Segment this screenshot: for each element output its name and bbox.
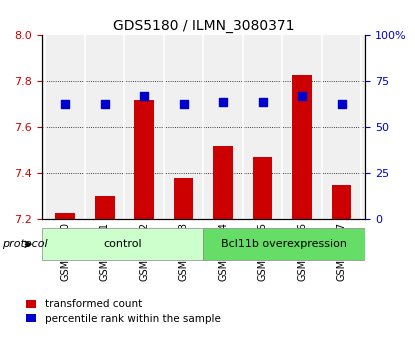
Text: protocol: protocol	[2, 239, 48, 249]
Bar	[292, 75, 312, 219]
Title: GDS5180 / ILMN_3080371: GDS5180 / ILMN_3080371	[112, 19, 294, 33]
Bar	[134, 100, 154, 219]
Text: Bcl11b overexpression: Bcl11b overexpression	[221, 239, 347, 249]
FancyBboxPatch shape	[203, 228, 365, 260]
Point	[220, 99, 227, 104]
FancyBboxPatch shape	[42, 228, 203, 260]
Bar	[213, 146, 233, 219]
Point	[338, 101, 345, 106]
Bar	[95, 196, 115, 219]
Bar	[332, 185, 352, 219]
Point	[259, 99, 266, 104]
Bar	[174, 178, 193, 219]
Text: control: control	[103, 239, 142, 249]
Point	[180, 101, 187, 106]
Legend: transformed count, percentile rank within the sample: transformed count, percentile rank withi…	[26, 299, 221, 324]
Bar	[55, 212, 75, 219]
Bar	[253, 158, 272, 219]
Point	[62, 101, 68, 106]
Point	[101, 101, 108, 106]
Point	[141, 93, 147, 99]
Point	[299, 93, 305, 99]
